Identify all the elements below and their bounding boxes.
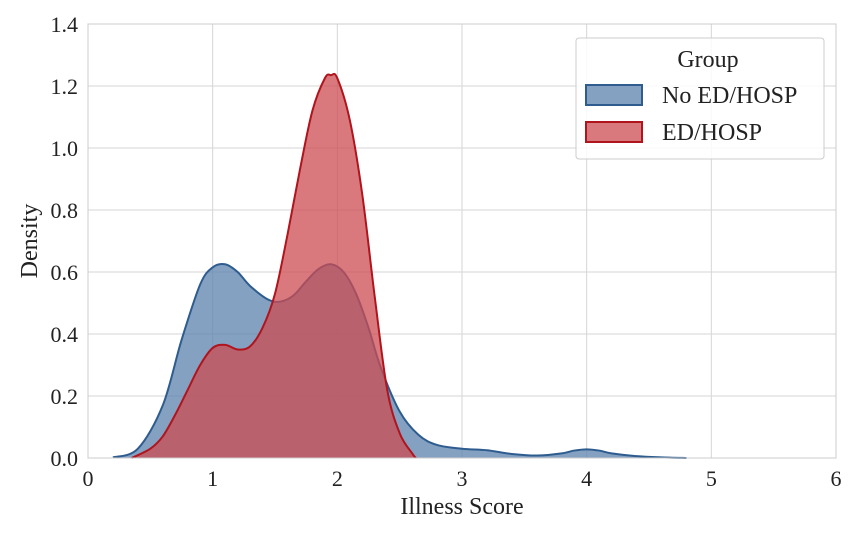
y-tick-label: 0.6: [51, 260, 79, 285]
legend-label-no-ed-hosp: No ED/HOSP: [662, 83, 797, 109]
x-axis-label: Illness Score: [400, 494, 523, 520]
y-tick-label: 0.2: [51, 384, 79, 409]
plot-frame: [87, 23, 837, 459]
x-tick-label: 0: [83, 466, 94, 491]
y-tick-label: 0.8: [51, 198, 79, 223]
y-axis-label: Density: [17, 204, 43, 279]
x-tick-label: 4: [581, 466, 592, 491]
legend-title: Group: [677, 47, 738, 73]
density-line-ed-hosp: [131, 72, 417, 459]
x-tick-label: 3: [457, 466, 468, 491]
y-tick-label: 1.2: [51, 74, 79, 99]
density-areas: [112, 72, 687, 459]
y-tick-labels: 0.0 0.2 0.4 0.6 0.8 1.0 1.2 1.4: [51, 12, 79, 471]
x-tick-label: 2: [332, 466, 343, 491]
x-tick-label: 1: [207, 466, 218, 491]
legend-label-ed-hosp: ED/HOSP: [662, 120, 762, 146]
legend: Group No ED/HOSP ED/HOSP: [575, 37, 825, 160]
legend-swatch-no-ed-hosp: [585, 84, 643, 106]
x-tick-label: 5: [706, 466, 717, 491]
y-tick-label: 1.4: [51, 12, 79, 37]
x-tick-label: 6: [831, 466, 842, 491]
legend-swatch-ed-hosp: [585, 121, 643, 143]
y-tick-label: 0.4: [51, 322, 79, 347]
y-tick-label: 1.0: [51, 136, 79, 161]
x-tick-labels: 0 1 2 3 4 5 6: [83, 466, 842, 491]
y-tick-label: 0.0: [51, 446, 79, 471]
